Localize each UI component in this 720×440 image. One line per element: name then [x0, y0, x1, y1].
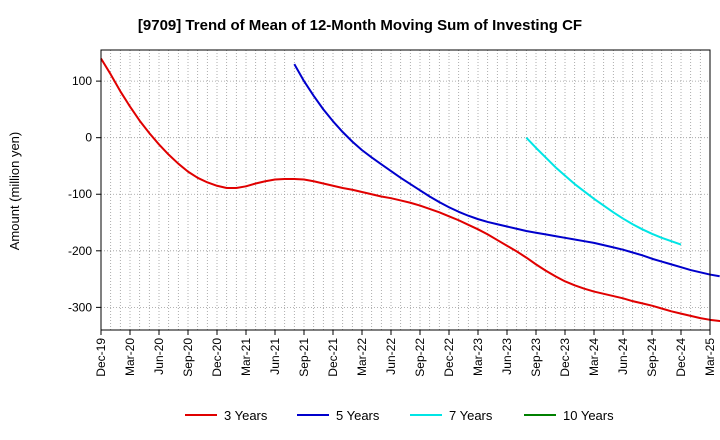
plot-frame: [100, 49, 711, 331]
x-tick-label: Mar-22: [355, 338, 369, 376]
legend-label: 5 Years: [336, 408, 380, 423]
x-tick-label: Mar-23: [471, 338, 485, 376]
y-tick-label: 100: [72, 74, 92, 88]
series-line-2: [293, 63, 720, 278]
x-tick-label: Sep-20: [181, 338, 195, 377]
grid: [101, 50, 710, 330]
legend-label: 7 Years: [449, 408, 493, 423]
x-tick-label: Dec-19: [94, 338, 108, 377]
x-axis: Dec-19 Mar-20 Jun-20 Sep-20 Dec-20 Mar-21 Jun-…: [94, 330, 717, 377]
x-tick-label: Dec-22: [442, 338, 456, 377]
x-tick-label: Jun-23: [500, 338, 514, 375]
y-tick-label: -100: [68, 187, 92, 201]
x-tick-label: Jun-22: [384, 338, 398, 375]
x-tick-label: Dec-20: [210, 338, 224, 377]
x-tick-label: Sep-23: [529, 338, 543, 377]
series-line-3: [525, 136, 682, 246]
x-tick-label: Sep-22: [413, 338, 427, 377]
y-tick-label: -200: [68, 244, 92, 258]
x-tick-label: Mar-25: [703, 338, 717, 376]
x-tick-label: Sep-21: [297, 338, 311, 377]
legend-label: 3 Years: [224, 408, 268, 423]
x-tick-label: Dec-23: [558, 338, 572, 377]
x-tick-label: Mar-24: [587, 338, 601, 376]
series-group: [100, 57, 720, 322]
x-tick-label: Jun-20: [152, 338, 166, 375]
series-line-1: [100, 57, 720, 322]
x-tick-label: Mar-21: [239, 338, 253, 376]
y-tick-label: 0: [85, 131, 92, 145]
x-tick-label: Jun-21: [268, 338, 282, 375]
x-tick-label: Mar-20: [123, 338, 137, 376]
chart-title: [9709] Trend of Mean of 12-Month Moving …: [138, 17, 582, 34]
x-tick-label: Jun-24: [616, 338, 630, 375]
y-axis-label: Amount (million yen): [7, 132, 22, 251]
y-tick-label: -300: [68, 300, 92, 314]
x-tick-label: Dec-24: [674, 338, 688, 377]
x-tick-label: Dec-21: [326, 338, 340, 377]
legend: 3 Years 5 Years 7 Years 10 Years: [185, 408, 614, 423]
y-axis: 100 0 -100 -200 -300: [68, 74, 101, 314]
legend-label: 10 Years: [563, 408, 614, 423]
x-tick-label: Sep-24: [645, 338, 659, 377]
